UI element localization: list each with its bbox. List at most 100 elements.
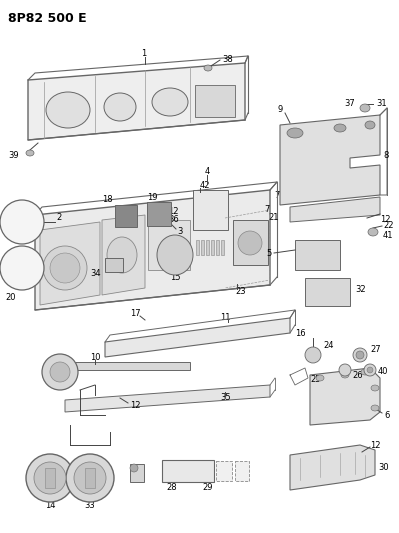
Ellipse shape bbox=[43, 246, 87, 290]
Text: 31: 31 bbox=[376, 99, 387, 108]
Ellipse shape bbox=[50, 362, 70, 382]
Ellipse shape bbox=[371, 385, 379, 391]
Bar bbox=[105, 258, 123, 272]
Polygon shape bbox=[290, 197, 380, 222]
Text: 35: 35 bbox=[220, 393, 231, 402]
Text: 17: 17 bbox=[130, 310, 140, 319]
Bar bbox=[233, 220, 268, 265]
Bar bbox=[85, 468, 95, 488]
Text: 26: 26 bbox=[352, 370, 363, 379]
Ellipse shape bbox=[107, 237, 137, 273]
Bar bbox=[148, 220, 190, 270]
Ellipse shape bbox=[0, 200, 44, 244]
Text: MPH km/h: MPH km/h bbox=[8, 220, 36, 224]
Text: 32: 32 bbox=[355, 286, 365, 295]
Bar bbox=[235, 461, 249, 481]
Text: 41: 41 bbox=[383, 230, 393, 239]
Text: 16: 16 bbox=[295, 328, 306, 337]
Bar bbox=[115, 205, 137, 227]
Text: 36: 36 bbox=[168, 215, 179, 224]
Text: 12: 12 bbox=[168, 207, 178, 216]
Ellipse shape bbox=[367, 367, 373, 373]
Ellipse shape bbox=[371, 405, 379, 411]
Ellipse shape bbox=[287, 128, 303, 138]
Text: 38: 38 bbox=[222, 54, 233, 63]
Text: 11: 11 bbox=[220, 312, 231, 321]
Ellipse shape bbox=[0, 246, 44, 290]
Ellipse shape bbox=[46, 92, 90, 128]
Ellipse shape bbox=[104, 93, 136, 121]
Ellipse shape bbox=[356, 351, 364, 359]
Ellipse shape bbox=[204, 65, 212, 71]
Text: 14: 14 bbox=[45, 500, 55, 510]
Polygon shape bbox=[290, 445, 375, 490]
Text: 42: 42 bbox=[200, 182, 211, 190]
Text: 23: 23 bbox=[235, 287, 246, 296]
Polygon shape bbox=[102, 215, 145, 295]
Text: 37: 37 bbox=[344, 99, 355, 108]
Text: 28: 28 bbox=[167, 483, 177, 492]
Bar bbox=[45, 468, 55, 488]
Bar bbox=[216, 461, 232, 481]
Ellipse shape bbox=[334, 124, 346, 132]
Text: 7: 7 bbox=[265, 206, 270, 214]
Text: 40: 40 bbox=[378, 367, 389, 376]
Polygon shape bbox=[40, 222, 100, 305]
Bar bbox=[193, 190, 228, 230]
Ellipse shape bbox=[339, 364, 351, 376]
Text: 21: 21 bbox=[268, 214, 279, 222]
Polygon shape bbox=[65, 385, 270, 412]
Text: 30: 30 bbox=[378, 464, 389, 472]
Text: 10: 10 bbox=[90, 353, 101, 362]
Ellipse shape bbox=[305, 347, 321, 363]
Text: 25: 25 bbox=[310, 376, 320, 384]
Text: 39: 39 bbox=[8, 150, 19, 159]
Ellipse shape bbox=[316, 375, 324, 381]
Text: 13: 13 bbox=[56, 261, 67, 270]
Text: 27: 27 bbox=[370, 345, 381, 354]
Text: km/h MPH: km/h MPH bbox=[8, 265, 36, 271]
Text: 22: 22 bbox=[383, 221, 393, 230]
Ellipse shape bbox=[66, 454, 114, 502]
Ellipse shape bbox=[34, 462, 66, 494]
Polygon shape bbox=[310, 368, 380, 425]
Text: 8P82 500 E: 8P82 500 E bbox=[8, 12, 87, 25]
Text: 12: 12 bbox=[370, 440, 381, 449]
Text: 3: 3 bbox=[177, 228, 182, 237]
Bar bbox=[60, 362, 190, 370]
Text: 6: 6 bbox=[384, 410, 389, 419]
Polygon shape bbox=[28, 63, 245, 140]
Text: 18: 18 bbox=[103, 196, 113, 205]
Ellipse shape bbox=[42, 354, 78, 390]
Text: 29: 29 bbox=[203, 483, 213, 492]
Text: 5: 5 bbox=[267, 248, 272, 257]
Text: 24: 24 bbox=[323, 341, 334, 350]
Polygon shape bbox=[280, 115, 380, 205]
Ellipse shape bbox=[157, 235, 193, 275]
Bar bbox=[196, 240, 199, 255]
Text: PRND 21: PRND 21 bbox=[173, 468, 203, 474]
Polygon shape bbox=[105, 318, 290, 357]
Text: 20: 20 bbox=[5, 294, 16, 303]
Bar bbox=[211, 240, 214, 255]
Ellipse shape bbox=[365, 121, 375, 129]
Bar bbox=[147, 202, 171, 226]
Text: 9: 9 bbox=[278, 106, 283, 115]
Text: 8: 8 bbox=[383, 150, 388, 159]
Bar bbox=[201, 240, 204, 255]
Bar bbox=[216, 240, 219, 255]
Bar bbox=[206, 240, 209, 255]
Ellipse shape bbox=[238, 231, 262, 255]
Text: 2: 2 bbox=[56, 214, 61, 222]
Text: 34: 34 bbox=[91, 269, 101, 278]
Ellipse shape bbox=[361, 369, 369, 375]
Ellipse shape bbox=[26, 150, 34, 156]
Text: 12: 12 bbox=[130, 400, 140, 409]
Ellipse shape bbox=[360, 104, 370, 112]
Text: 7: 7 bbox=[275, 190, 280, 199]
Bar bbox=[221, 240, 224, 255]
Ellipse shape bbox=[341, 372, 349, 378]
Text: 33: 33 bbox=[85, 500, 95, 510]
Text: 1: 1 bbox=[141, 50, 146, 59]
Bar bbox=[162, 460, 214, 482]
